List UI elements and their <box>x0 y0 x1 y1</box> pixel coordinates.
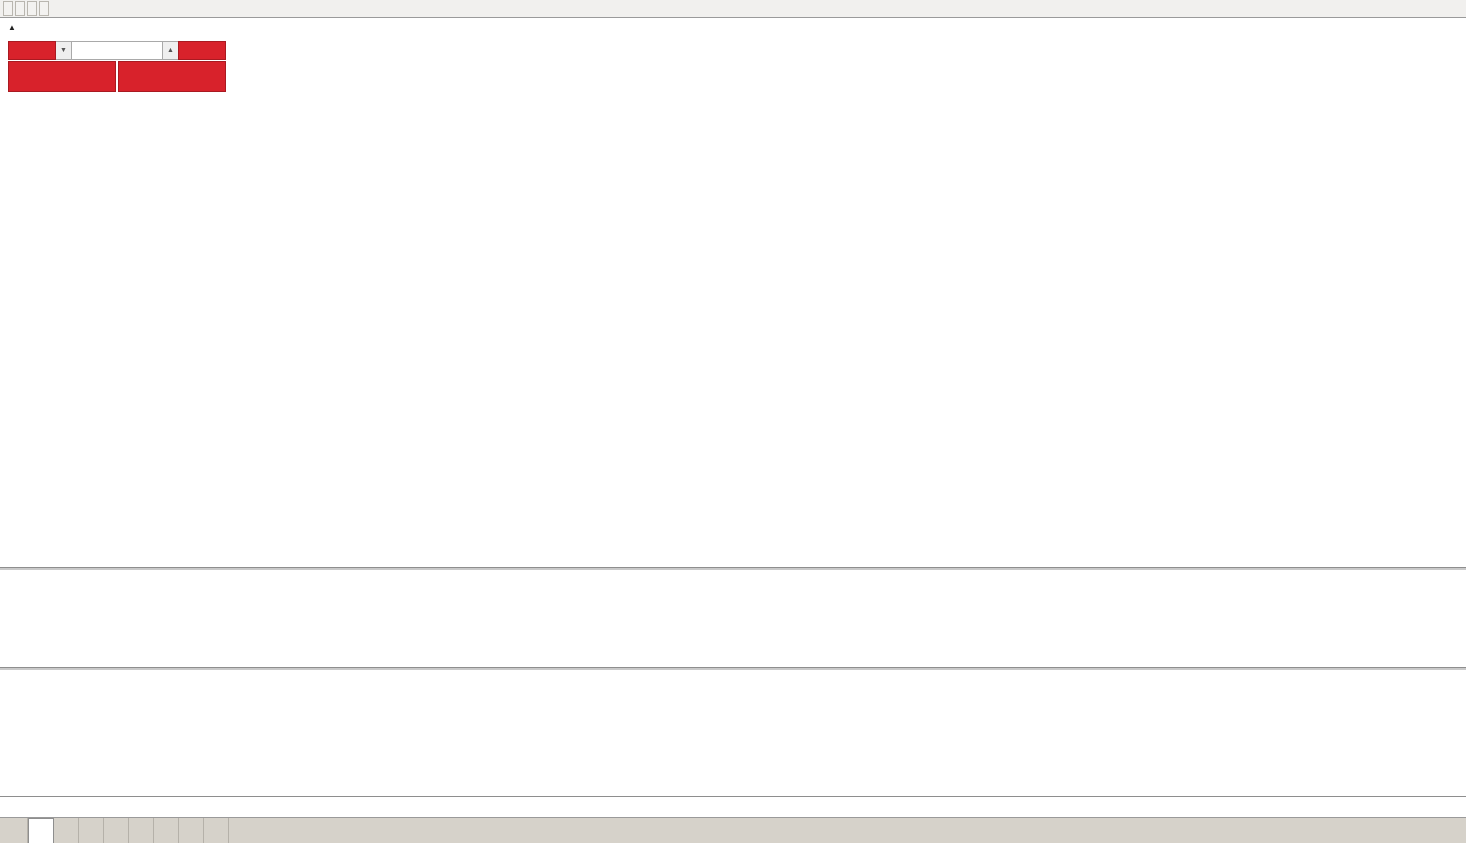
timeframe-mn-button[interactable] <box>39 1 49 16</box>
volume-up-icon: ▲ <box>167 47 174 54</box>
rsi-canvas[interactable] <box>0 670 1466 796</box>
tab-usdchf-daily[interactable] <box>54 818 79 843</box>
rsi-pane <box>0 670 1466 796</box>
buy-price-button[interactable] <box>118 61 226 92</box>
volume-input[interactable] <box>71 41 163 60</box>
volume-increase-button[interactable]: ▲ <box>163 41 178 60</box>
buy-button[interactable] <box>178 41 226 60</box>
tab-usdcad-daily[interactable] <box>79 818 104 843</box>
timeframe-d1-button[interactable] <box>15 1 25 16</box>
macd-canvas[interactable] <box>0 570 1466 667</box>
sell-price-button[interactable] <box>8 61 116 92</box>
pane-splitter-rsi[interactable] <box>0 667 1466 670</box>
tab-xauusd-m15[interactable] <box>154 818 179 843</box>
timeframe-w1-button[interactable] <box>27 1 37 16</box>
chart-tab-bar <box>0 817 1466 843</box>
one-click-trading-panel: ▼ ▲ <box>8 41 226 92</box>
timeframe-h4-button[interactable] <box>3 1 13 16</box>
tab-usdcnh-daily[interactable] <box>104 818 129 843</box>
ohlc-info-line: ▲ <box>8 23 52 32</box>
one-click-collapse-icon[interactable]: ▲ <box>8 23 16 32</box>
tab-audusd-daily[interactable] <box>28 818 54 843</box>
date-axis[interactable] <box>0 796 1466 817</box>
main-chart-canvas[interactable] <box>0 18 1466 567</box>
tab-gbpusd-h1[interactable] <box>179 818 204 843</box>
trade-panel-top-row: ▼ ▲ <box>8 41 226 60</box>
timeframe-toolbar <box>0 0 1466 18</box>
pane-splitter-macd[interactable] <box>0 567 1466 570</box>
tab-eurchf-weekly[interactable] <box>129 818 154 843</box>
sell-button[interactable] <box>8 41 56 60</box>
volume-decrease-button[interactable]: ▼ <box>56 41 71 60</box>
volume-down-icon: ▼ <box>60 47 67 54</box>
tab-ukoil-h1[interactable] <box>204 818 229 843</box>
main-chart-pane: ▲ ▼ ▲ <box>0 18 1466 567</box>
macd-pane <box>0 570 1466 667</box>
tab-eurusd-daily[interactable] <box>3 818 28 843</box>
trade-panel-price-row <box>8 61 226 92</box>
